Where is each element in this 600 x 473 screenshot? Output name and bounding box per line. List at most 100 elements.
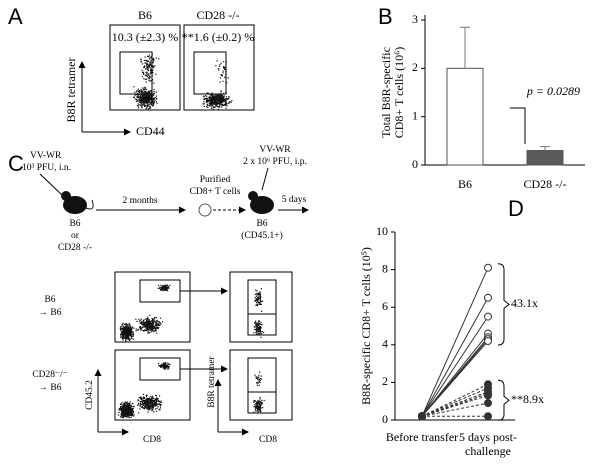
dot bbox=[149, 327, 151, 329]
mouse-icon bbox=[61, 191, 71, 201]
dot bbox=[143, 104, 145, 106]
dot bbox=[128, 324, 130, 326]
step: CD8+ T cells bbox=[190, 187, 241, 197]
dot bbox=[253, 405, 255, 408]
dot bbox=[155, 394, 157, 397]
dot bbox=[259, 297, 261, 300]
dot bbox=[149, 106, 151, 108]
dot bbox=[215, 103, 218, 105]
dot bbox=[122, 413, 124, 415]
dot bbox=[151, 93, 153, 95]
dot bbox=[122, 337, 124, 340]
dot bbox=[121, 410, 123, 412]
dot bbox=[144, 86, 146, 88]
dot bbox=[151, 105, 154, 107]
dot bbox=[256, 326, 258, 329]
dot bbox=[130, 408, 132, 410]
dot bbox=[216, 96, 218, 98]
dot bbox=[127, 404, 129, 406]
dot bbox=[151, 57, 153, 59]
dot bbox=[224, 76, 226, 78]
dot bbox=[140, 318, 143, 320]
series-line bbox=[421, 297, 489, 417]
dot bbox=[259, 405, 261, 408]
dot bbox=[153, 91, 155, 93]
dot bbox=[147, 411, 149, 413]
dot bbox=[218, 69, 220, 71]
dot bbox=[132, 333, 135, 335]
dot bbox=[259, 397, 261, 399]
dot bbox=[256, 304, 258, 307]
dot bbox=[259, 381, 261, 383]
dot bbox=[258, 410, 260, 412]
dot bbox=[256, 323, 258, 325]
dot bbox=[124, 404, 126, 406]
dot bbox=[122, 327, 124, 329]
dot bbox=[141, 98, 143, 100]
series-line bbox=[421, 267, 489, 417]
dot bbox=[148, 93, 151, 95]
dot bbox=[218, 97, 220, 100]
dot bbox=[153, 66, 155, 68]
annotation: 10³ PFU, i.n. bbox=[22, 163, 71, 173]
dot bbox=[226, 105, 228, 107]
dot bbox=[148, 98, 150, 101]
marker bbox=[418, 412, 426, 421]
dot bbox=[216, 96, 218, 98]
dot bbox=[147, 74, 150, 76]
dot bbox=[156, 327, 158, 329]
dot bbox=[224, 101, 226, 103]
dot bbox=[261, 401, 263, 404]
dot bbox=[168, 367, 170, 369]
dot bbox=[143, 396, 146, 399]
dot bbox=[130, 329, 132, 332]
dot bbox=[210, 105, 212, 107]
dot bbox=[144, 407, 146, 409]
dot bbox=[145, 97, 147, 99]
dot bbox=[155, 91, 157, 93]
dot bbox=[257, 400, 259, 402]
dot bbox=[125, 404, 127, 406]
dot bbox=[153, 331, 155, 333]
dot bbox=[129, 416, 131, 419]
dot bbox=[256, 294, 258, 296]
dot bbox=[220, 103, 222, 105]
dot bbox=[124, 335, 127, 337]
dot bbox=[260, 404, 262, 406]
dot bbox=[150, 93, 152, 95]
dot bbox=[257, 323, 259, 325]
dot bbox=[131, 326, 133, 328]
dot bbox=[147, 397, 149, 400]
bracket bbox=[510, 107, 526, 144]
dot bbox=[163, 365, 166, 367]
dot bbox=[121, 414, 123, 416]
dot bbox=[146, 91, 149, 93]
dot bbox=[139, 401, 141, 403]
dot bbox=[129, 402, 131, 405]
dot bbox=[142, 94, 144, 96]
dot bbox=[143, 324, 145, 326]
dot bbox=[148, 321, 150, 323]
dot bbox=[261, 310, 263, 312]
dot bbox=[121, 411, 123, 413]
dot bbox=[223, 95, 225, 97]
dot bbox=[259, 400, 261, 402]
dot bbox=[151, 320, 154, 322]
dot bbox=[119, 403, 122, 405]
panel-label: B bbox=[378, 4, 393, 29]
dot bbox=[162, 365, 165, 367]
dot bbox=[217, 99, 219, 102]
dot bbox=[211, 95, 213, 98]
y-tick-label: 8 bbox=[382, 261, 388, 275]
dot bbox=[148, 56, 150, 58]
dot bbox=[144, 68, 147, 70]
dot bbox=[168, 363, 170, 366]
dot bbox=[259, 401, 261, 403]
dot bbox=[151, 74, 153, 77]
dot bbox=[139, 96, 141, 98]
dot bbox=[160, 404, 162, 406]
dot bbox=[140, 398, 142, 400]
dot bbox=[152, 324, 154, 326]
dot bbox=[263, 331, 265, 334]
dot bbox=[145, 394, 147, 397]
